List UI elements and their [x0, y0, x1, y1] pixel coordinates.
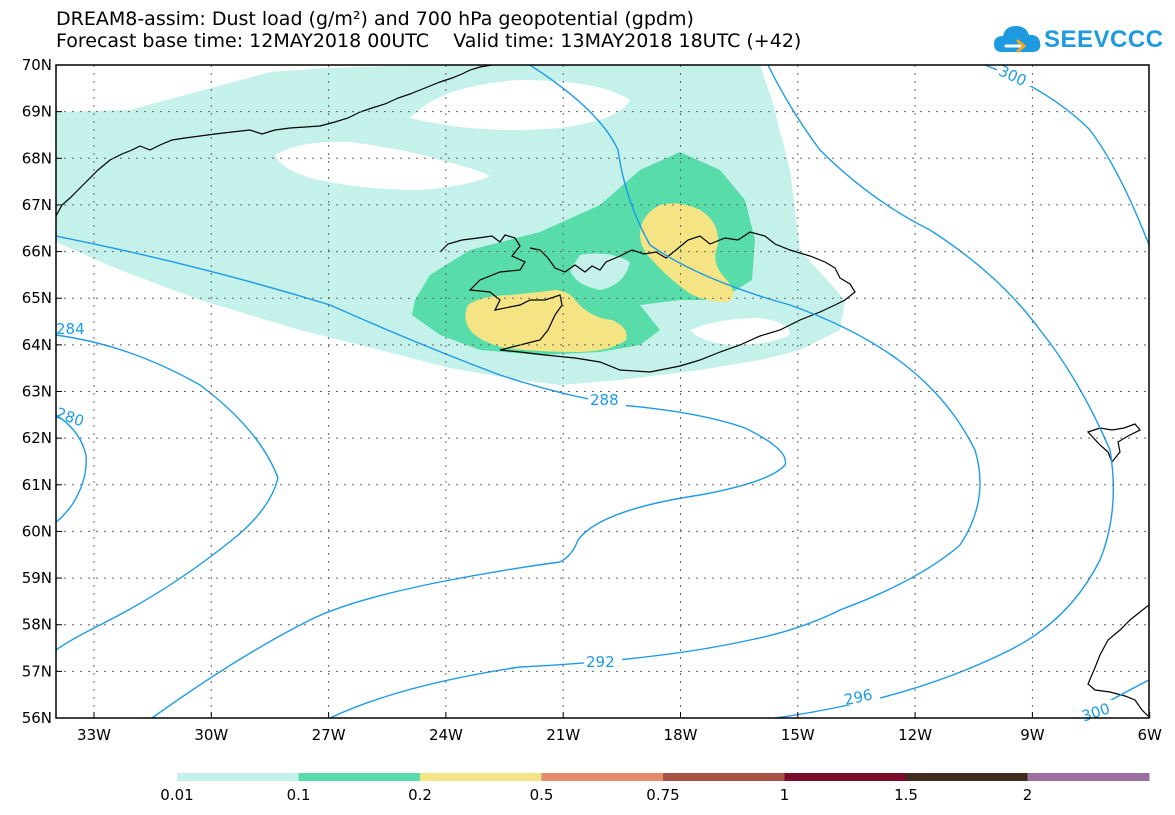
legend-label: 1 — [780, 786, 790, 804]
lon-label: 30W — [194, 726, 228, 744]
latitude-axis: 70N 69N 68N 67N 66N 65N 64N 63N 62N 61N 60N 59N 58N 5… — [22, 56, 62, 727]
dust-clear-area-4 — [570, 253, 630, 290]
lon-label: 27W — [312, 726, 346, 744]
faroe-islands — [1086, 423, 1141, 464]
dust-clear-area-2 — [410, 80, 630, 131]
seevccc-logo: SEEVCCC — [992, 20, 1163, 60]
contour-label-296: 296 — [842, 686, 874, 710]
lat-label: 57N — [22, 662, 52, 680]
lat-label: 68N — [22, 149, 52, 167]
map-title: DREAM8-assim: Dust load (g/m²) and 700 h… — [56, 8, 694, 30]
legend-label: 0.75 — [646, 786, 679, 804]
lat-label: 67N — [22, 196, 52, 214]
lat-label: 65N — [22, 289, 52, 307]
legend-label: 0.1 — [287, 786, 311, 804]
legend-label: 0.5 — [530, 786, 554, 804]
legend-swatch — [1027, 773, 1150, 781]
contour-label-280: 280 — [53, 404, 86, 431]
lat-label: 62N — [22, 429, 52, 447]
coastlines — [56, 65, 1149, 717]
lat-label: 69N — [22, 103, 52, 121]
dust-clear-area-3 — [690, 318, 790, 345]
dust-area-high-1 — [465, 290, 627, 352]
lon-label: 24W — [429, 726, 463, 744]
legend-label: 1.5 — [894, 786, 918, 804]
forecast-time-subtitle: Forecast base time: 12MAY2018 00UTC Vali… — [56, 30, 802, 52]
dust-area-low-2 — [270, 68, 330, 82]
lon-label: 12W — [898, 726, 932, 744]
lat-label: 59N — [22, 569, 52, 587]
lat-label: 61N — [22, 476, 52, 494]
lon-label: 6W — [1138, 726, 1163, 744]
contour-300-top — [984, 65, 1149, 246]
legend-swatch — [298, 773, 421, 781]
lat-label: 58N — [22, 616, 52, 634]
contour-284 — [56, 334, 279, 651]
lat-label: 70N — [22, 56, 52, 74]
lat-label: 63N — [22, 383, 52, 401]
color-legend: 0.01 0.1 0.2 0.5 0.75 1 1.5 2 — [160, 773, 1150, 804]
contour-label-292: 292 — [586, 653, 615, 671]
lon-label: 33W — [77, 726, 111, 744]
legend-swatch — [906, 773, 1028, 781]
lon-label: 15W — [781, 726, 815, 744]
contour-280 — [56, 414, 87, 523]
legend-swatch — [663, 773, 785, 781]
contour-296 — [767, 65, 1115, 718]
scotland-coast — [1087, 604, 1149, 717]
iceland-coast — [439, 231, 856, 373]
longitude-axis: 33W 30W 27W 24W 21W 18W 15W 12W 9W 6W — [77, 712, 1162, 744]
legend-label: 0.2 — [408, 786, 432, 804]
gridlines — [56, 65, 1149, 718]
legend-label: 0.01 — [160, 786, 193, 804]
contour-label-288: 288 — [590, 391, 619, 409]
legend-swatch — [784, 773, 907, 781]
legend-swatch — [177, 773, 299, 781]
lat-label: 56N — [22, 709, 52, 727]
legend-swatch — [420, 773, 542, 781]
lat-label: 64N — [22, 336, 52, 354]
lon-label: 18W — [664, 726, 698, 744]
lat-label: 60N — [22, 522, 52, 540]
dust-area-low — [56, 65, 845, 385]
lon-label: 9W — [1020, 726, 1045, 744]
logo-text: SEEVCCC — [1044, 26, 1164, 53]
lon-label: 21W — [546, 726, 580, 744]
contour-label-284: 284 — [56, 320, 85, 338]
contour-288 — [56, 235, 787, 718]
legend-label: 2 — [1023, 786, 1033, 804]
greenland-coast — [56, 65, 493, 217]
legend-swatch — [541, 773, 664, 781]
cloud-icon — [994, 26, 1041, 53]
lat-label: 66N — [22, 243, 52, 261]
